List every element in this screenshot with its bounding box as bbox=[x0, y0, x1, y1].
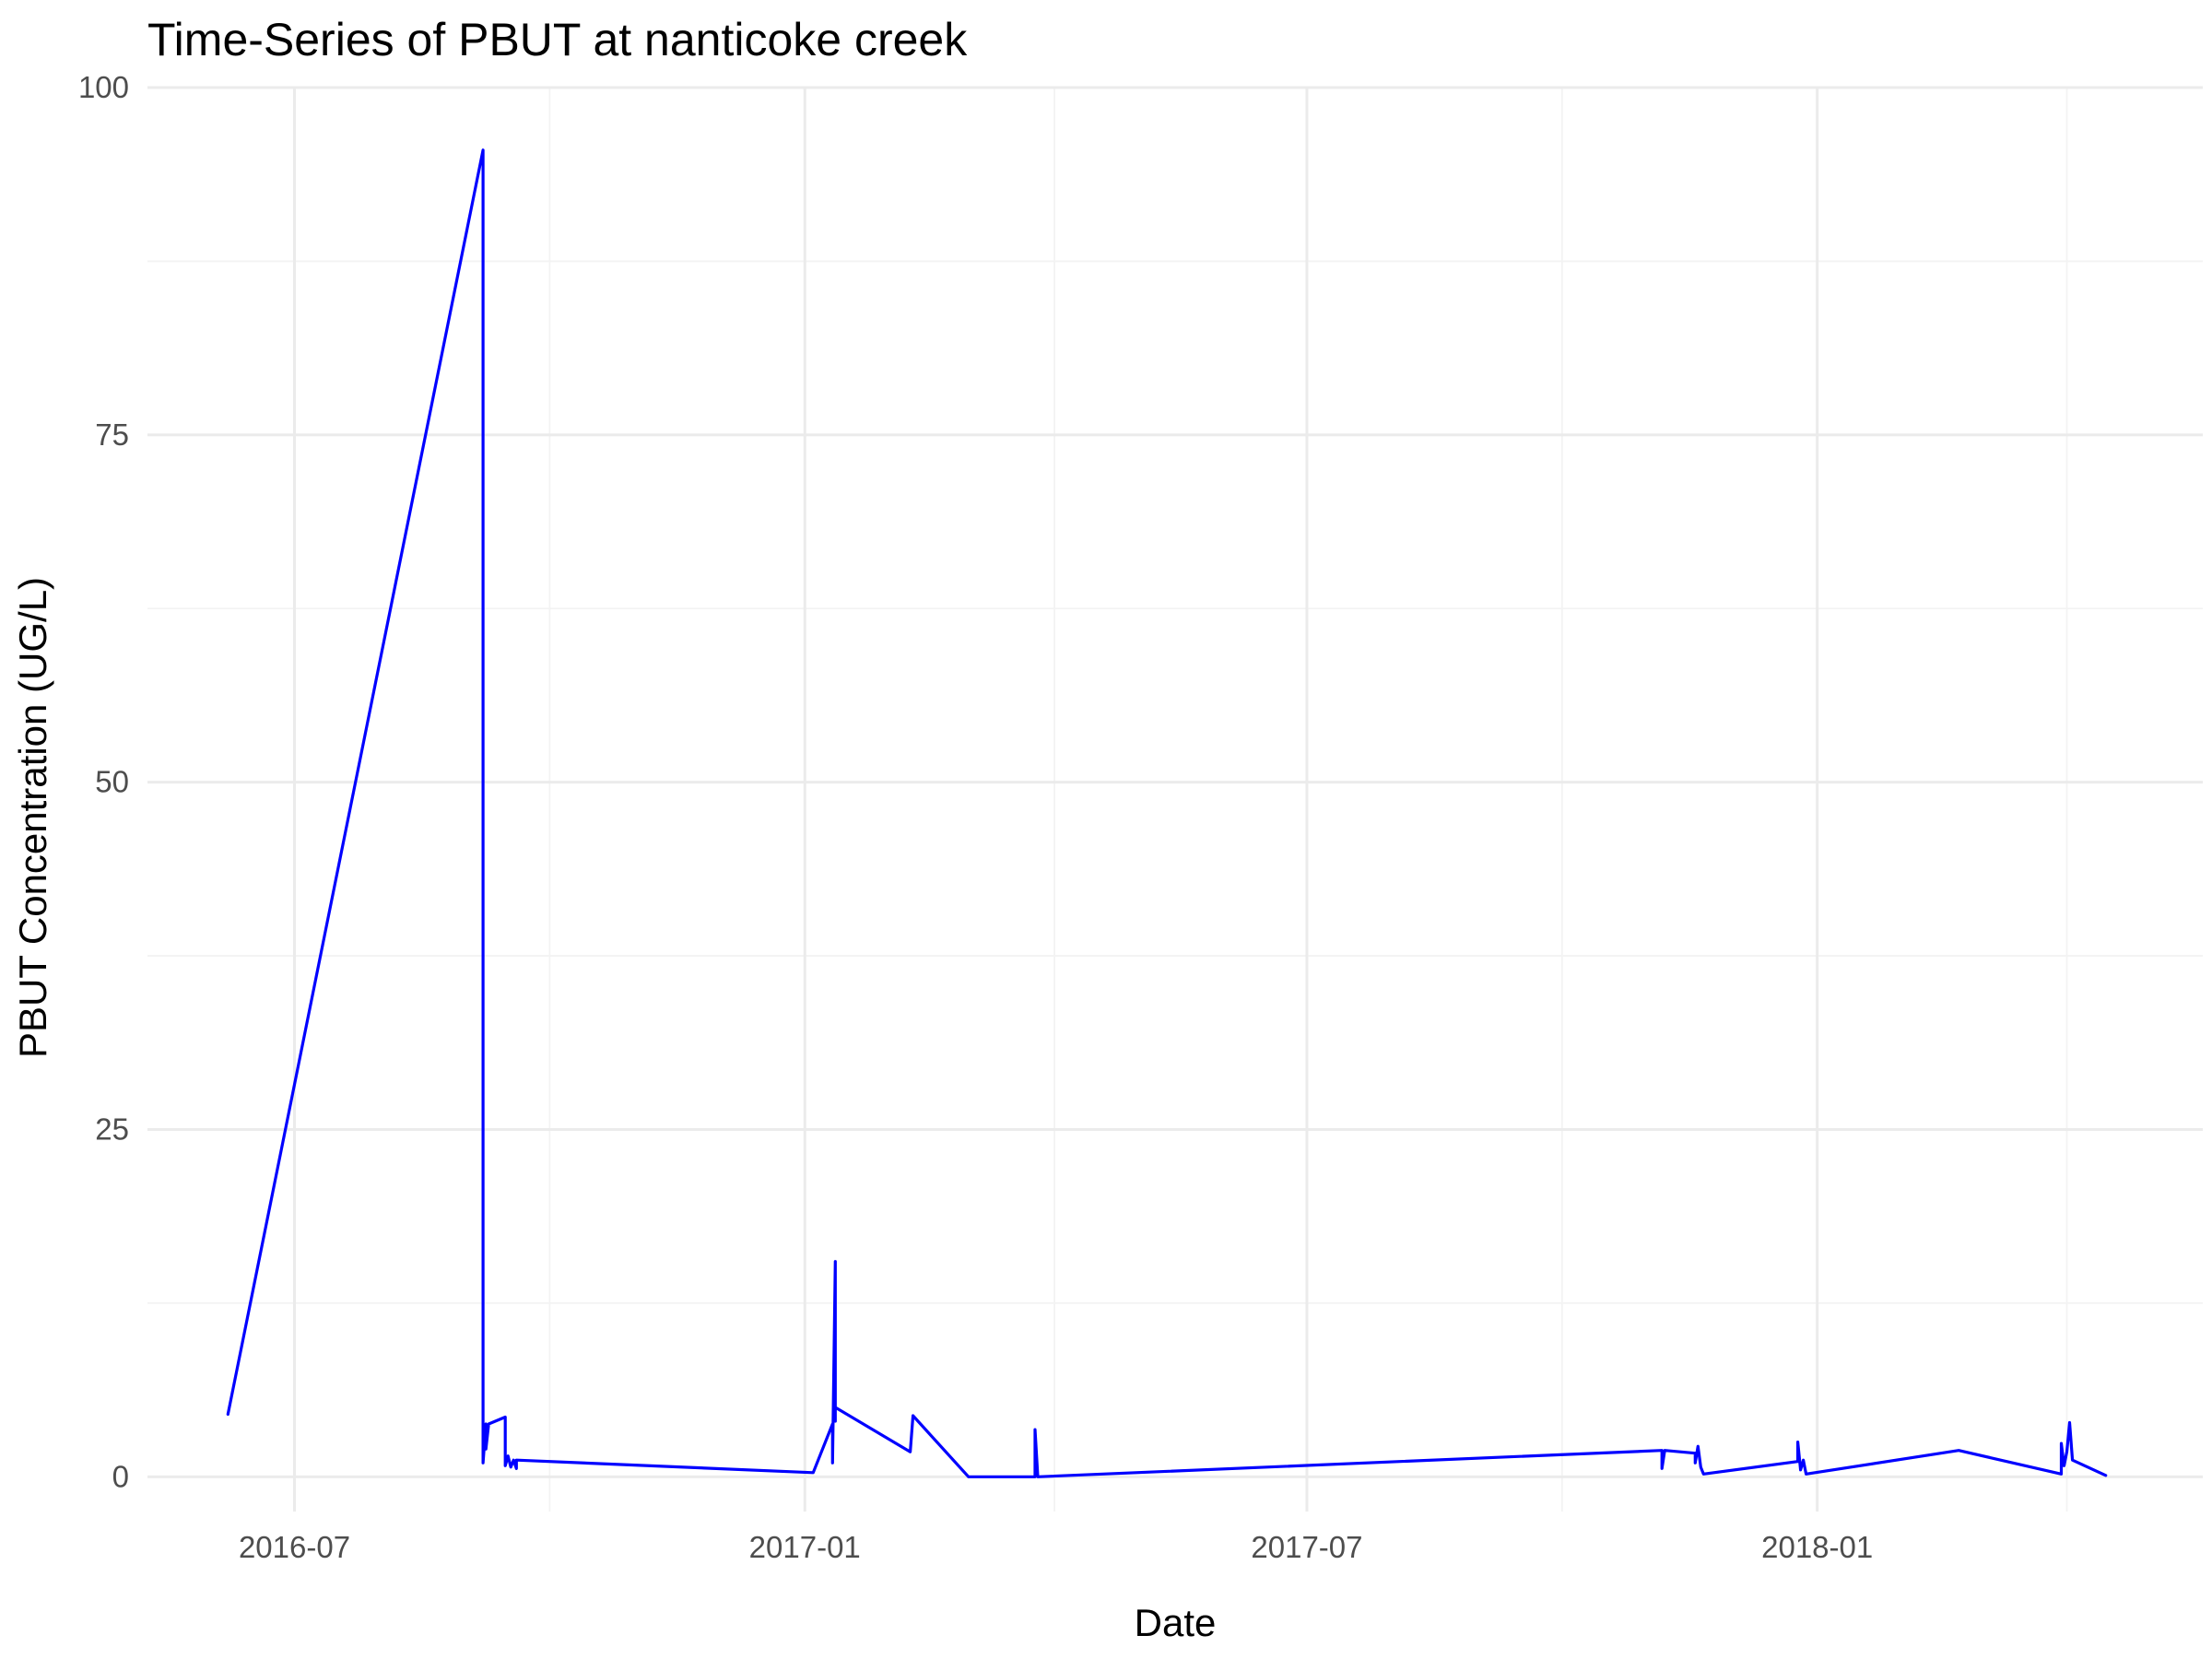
y-tick-label: 50 bbox=[95, 765, 129, 799]
major-x-gridlines bbox=[293, 88, 1819, 1512]
series-line bbox=[226, 148, 2108, 1478]
minor-y-gridlines bbox=[147, 260, 2203, 1304]
y-axis-title: PBUT Concentration (UG/L) bbox=[11, 577, 54, 1058]
x-axis-title: Date bbox=[1135, 1601, 1217, 1644]
x-tick-label: 2017-01 bbox=[749, 1530, 861, 1564]
x-axis-tick-labels: 2016-07 2017-01 2017-07 2018-01 bbox=[239, 1530, 1873, 1564]
chart-title: Time-Series of PBUT at nanticoke creek bbox=[147, 14, 968, 65]
y-tick-label: 75 bbox=[95, 418, 129, 452]
y-tick-label: 0 bbox=[112, 1459, 129, 1493]
minor-x-gridlines bbox=[548, 88, 2068, 1512]
y-tick-label: 100 bbox=[78, 70, 129, 104]
y-axis-tick-labels: 0 25 50 75 100 bbox=[78, 70, 129, 1493]
x-tick-label: 2016-07 bbox=[239, 1530, 350, 1564]
series-layer bbox=[226, 148, 2108, 1478]
x-tick-label: 2017-07 bbox=[1251, 1530, 1362, 1564]
x-tick-label: 2018-01 bbox=[1761, 1530, 1873, 1564]
major-y-gridlines bbox=[147, 86, 2203, 1478]
y-tick-label: 25 bbox=[95, 1112, 129, 1146]
